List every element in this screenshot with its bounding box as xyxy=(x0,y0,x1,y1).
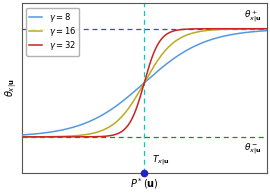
$\gamma = 8$ xyxy=(265,29,268,32)
$\gamma = 16$ xyxy=(45,136,49,138)
X-axis label: $P^*(\mathbf{u})$: $P^*(\mathbf{u})$ xyxy=(130,176,158,191)
$\gamma = 32$ xyxy=(20,136,23,138)
Line: $\gamma = 8$: $\gamma = 8$ xyxy=(22,31,266,135)
$\gamma = 16$ xyxy=(188,33,191,35)
$\gamma = 16$ xyxy=(119,116,123,119)
$\gamma = 32$ xyxy=(265,28,268,30)
Line: $\gamma = 32$: $\gamma = 32$ xyxy=(22,29,266,137)
$\gamma = 8$ xyxy=(188,47,191,50)
$\gamma = 8$ xyxy=(45,131,49,134)
$\gamma = 16$ xyxy=(265,28,268,30)
Text: $\theta^-_{x|\mathbf{u}}$: $\theta^-_{x|\mathbf{u}}$ xyxy=(244,142,262,157)
Text: $\theta^+_{x|\mathbf{u}}$: $\theta^+_{x|\mathbf{u}}$ xyxy=(244,8,262,24)
$\gamma = 32$ xyxy=(45,136,49,138)
$\gamma = 32$ xyxy=(119,131,123,133)
Line: $\gamma = 16$: $\gamma = 16$ xyxy=(22,29,266,137)
$\gamma = 8$ xyxy=(119,101,123,104)
$\gamma = 8$ xyxy=(20,134,23,136)
$\gamma = 8$ xyxy=(211,38,214,40)
Legend: $\gamma = 8$, $\gamma = 16$, $\gamma = 32$: $\gamma = 8$, $\gamma = 16$, $\gamma = 3… xyxy=(26,8,79,56)
$\gamma = 32$ xyxy=(188,28,191,30)
$\gamma = 16$ xyxy=(20,136,23,138)
$\gamma = 16$ xyxy=(215,29,219,31)
$\gamma = 16$ xyxy=(128,106,131,108)
$\gamma = 8$ xyxy=(128,94,131,97)
$\gamma = 32$ xyxy=(128,122,131,124)
Y-axis label: $\theta_{x|\mathbf{u}}$: $\theta_{x|\mathbf{u}}$ xyxy=(4,79,19,97)
$\gamma = 16$ xyxy=(211,29,214,31)
Text: $T_{x|\mathbf{u}}$: $T_{x|\mathbf{u}}$ xyxy=(151,153,169,168)
$\gamma = 8$ xyxy=(215,37,219,39)
$\gamma = 32$ xyxy=(211,28,214,30)
$\gamma = 32$ xyxy=(215,28,219,30)
